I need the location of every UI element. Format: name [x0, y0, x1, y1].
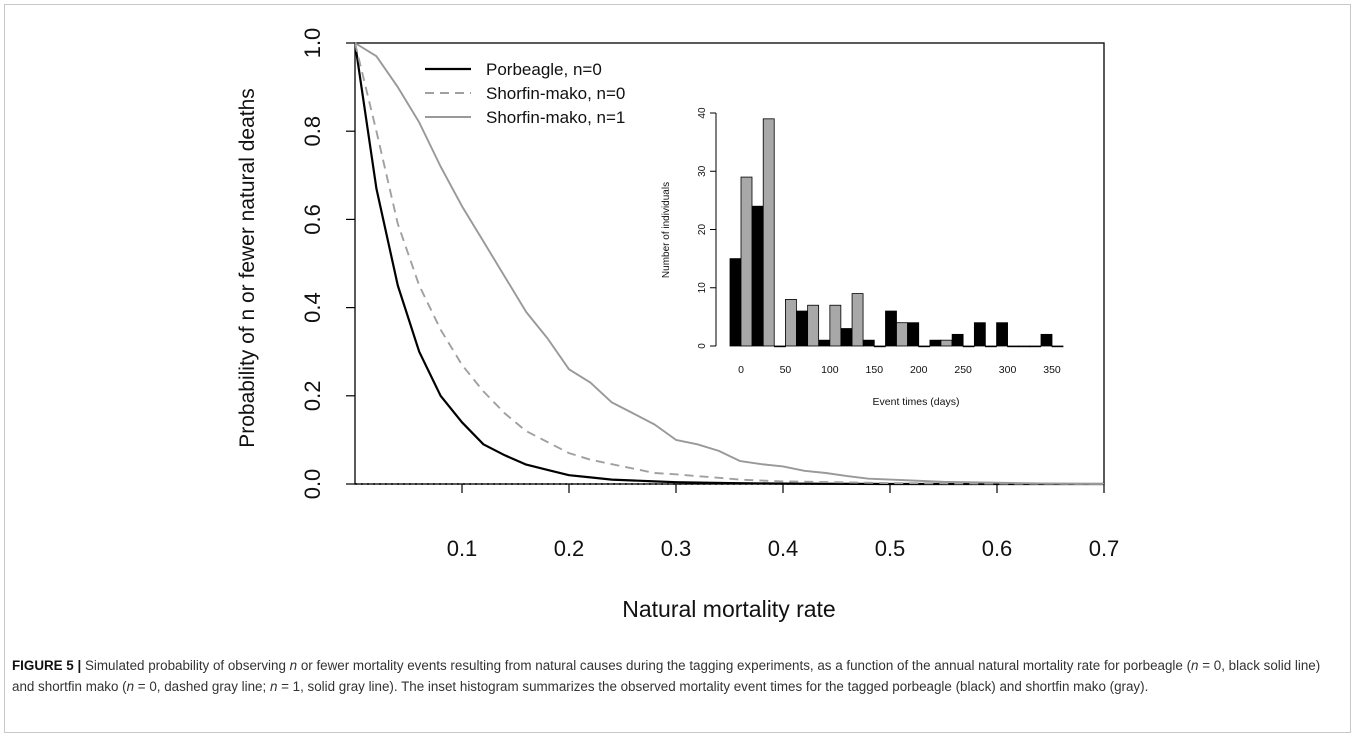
- main-chart: 0.1 0.2 0.3 0.4 0.5 0.6 0.7 0.0 0.2 0.4 0.6 0.8 1.0…: [236, 28, 1119, 622]
- inset-bar-gray: [829, 304, 842, 347]
- legend-label-3: Shorfin-mako, n=1: [486, 108, 625, 127]
- inset-bar-black: [818, 339, 831, 347]
- inset-bar-black: [796, 310, 809, 347]
- inset-bar-gray: [851, 293, 864, 347]
- legend-label-1: Porbeagle, n=0: [486, 60, 602, 79]
- inset-bar-gray: [962, 345, 975, 348]
- inset-x-tick-label: 150: [866, 364, 884, 376]
- inset-bar-gray: [740, 176, 753, 347]
- main-plot-frame: [354, 42, 1105, 485]
- inset-bar-black: [973, 322, 986, 347]
- caption-text-5: n: [126, 679, 135, 694]
- inset-bar-black: [774, 345, 786, 348]
- figure-chart: 0.1 0.2 0.3 0.4 0.5 0.6 0.7 0.0 0.2 0.4 0.6 0.8 1.0…: [236, 28, 1119, 622]
- inset-bar-black: [951, 333, 964, 347]
- legend-label-2: Shorfin-mako, n=0: [486, 84, 625, 103]
- caption-text-8: = 1, solid gray line). The inset histogr…: [277, 679, 1149, 694]
- main-y-tick-label: 0.4: [300, 292, 325, 323]
- inset-bar-black: [1040, 333, 1053, 347]
- inset-y-tick-label: 0: [697, 343, 708, 349]
- inset-bars-group: [729, 118, 1064, 348]
- caption-text-3: n: [1191, 658, 1199, 673]
- main-y-tick-label: 0.0: [300, 469, 325, 500]
- main-x-tick-label: 0.2: [554, 536, 585, 561]
- inset-bar-black: [929, 339, 942, 347]
- figure-frame: [4, 4, 1351, 733]
- inset-bar-gray: [1007, 345, 1019, 348]
- inset-y-tick-label: 20: [697, 224, 708, 236]
- inset-bar-black: [885, 310, 897, 347]
- main-x-tick-label: 0.3: [661, 536, 692, 561]
- inset-bar-black: [996, 322, 1008, 347]
- inset-bar-black: [729, 258, 742, 347]
- inset-bar-gray: [807, 304, 820, 347]
- inset-x-tick-label: 50: [780, 364, 792, 376]
- caption-text-6: = 0, dashed gray line;: [134, 679, 270, 694]
- main-y-axis-label: Probability of n or fewer natural deaths: [236, 88, 259, 448]
- series-line-2: [354, 42, 1105, 485]
- inset-histogram: 0 10 20 30 40 0 50 100 150 200 250 300 350 Event ti…: [661, 107, 1064, 408]
- figure-caption: FIGURE 5 | Simulated probability of obse…: [12, 655, 1344, 697]
- main-x-tick-label: 0.4: [768, 536, 799, 561]
- inset-bar-gray: [940, 339, 953, 347]
- inset-y-axis-label: Number of individuals: [661, 182, 672, 278]
- main-y-tick-label: 0.2: [300, 381, 325, 412]
- inset-x-tick-label: 100: [821, 364, 839, 376]
- inset-bar-gray: [785, 298, 797, 347]
- inset-bar-black: [840, 328, 853, 347]
- main-y-tick-label: 0.6: [300, 204, 325, 235]
- inset-x-tick-label: 200: [910, 364, 928, 376]
- caption-text-4: = 0, black solid line) and shortfin mako…: [12, 658, 1321, 694]
- inset-y-tick-label: 40: [697, 107, 708, 119]
- series-line-1: [353, 42, 1104, 486]
- main-x-tick-label: 0.5: [875, 536, 906, 561]
- series-line-3: [354, 42, 1105, 485]
- caption-text-1: n: [289, 658, 298, 673]
- inset-bar-black: [907, 322, 920, 347]
- inset-x-axis-label: Event times (days): [873, 396, 960, 408]
- inset-x-tick-label: 300: [999, 364, 1017, 376]
- caption-text-0: Simulated probability of observing: [81, 658, 290, 673]
- inset-bar-gray: [1029, 345, 1042, 348]
- main-y-axis: 0.0 0.2 0.4 0.6 0.8 1.0: [300, 28, 355, 500]
- inset-bar-gray: [762, 118, 775, 347]
- inset-bar-gray: [918, 345, 931, 348]
- inset-bar-gray: [873, 345, 886, 348]
- inset-y-tick-label: 10: [697, 282, 708, 294]
- main-x-axis-label: Natural mortality rate: [622, 596, 835, 622]
- inset-x-tick-label: 350: [1043, 364, 1061, 376]
- inset-x-axis: 0 50 100 150 200 250 300 350: [738, 364, 1061, 376]
- main-x-tick-label: 0.6: [982, 536, 1013, 561]
- inset-bar-black: [862, 339, 875, 347]
- inset-bar-gray: [1051, 345, 1064, 348]
- caption-text-2: or fewer mortality events resulting from…: [297, 658, 1192, 673]
- main-legend: Porbeagle, n=0 Shorfin-mako, n=0 Shorfin-m…: [425, 60, 625, 127]
- inset-bar-gray: [896, 322, 908, 347]
- main-series-group: [353, 42, 1105, 486]
- inset-x-tick-label: 250: [954, 364, 972, 376]
- inset-x-tick-label: 0: [738, 364, 744, 376]
- figure-label: FIGURE 5 |: [12, 658, 82, 673]
- main-y-tick-label: 0.8: [300, 116, 325, 147]
- caption-text-7: n: [269, 679, 278, 694]
- inset-bar-black: [751, 205, 764, 347]
- main-x-tick-label: 0.1: [447, 536, 478, 561]
- inset-bar-black: [1018, 345, 1031, 348]
- main-x-axis: 0.1 0.2 0.3 0.4 0.5 0.6 0.7: [447, 484, 1120, 561]
- main-x-tick-label: 0.7: [1089, 536, 1120, 561]
- main-y-tick-label: 1.0: [300, 28, 325, 59]
- inset-y-axis: 0 10 20 30 40: [697, 107, 716, 349]
- inset-y-tick-label: 30: [697, 165, 708, 177]
- inset-bar-gray: [984, 345, 997, 348]
